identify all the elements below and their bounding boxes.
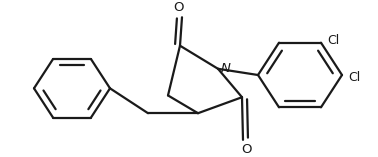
Text: N: N <box>221 62 231 75</box>
Text: Cl: Cl <box>327 34 339 46</box>
Text: O: O <box>174 1 184 14</box>
Text: O: O <box>241 143 251 156</box>
Text: Cl: Cl <box>348 71 360 84</box>
